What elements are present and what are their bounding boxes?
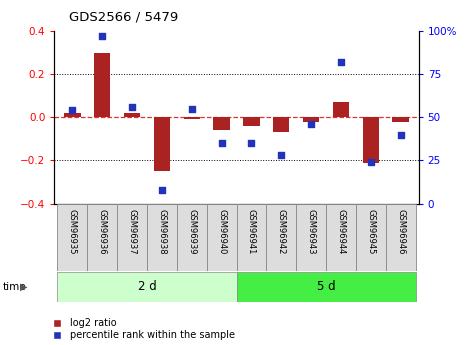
Bar bbox=[147, 204, 177, 271]
Text: time: time bbox=[2, 282, 26, 292]
Text: GSM96941: GSM96941 bbox=[247, 209, 256, 254]
Bar bbox=[363, 117, 379, 162]
Point bbox=[307, 121, 315, 127]
Bar bbox=[213, 117, 230, 130]
Text: GSM96940: GSM96940 bbox=[217, 209, 226, 254]
Point bbox=[218, 140, 225, 146]
Text: GSM96942: GSM96942 bbox=[277, 209, 286, 254]
Point bbox=[98, 33, 106, 39]
Text: GSM96939: GSM96939 bbox=[187, 209, 196, 254]
Text: GDS2566 / 5479: GDS2566 / 5479 bbox=[69, 10, 178, 23]
Text: 5 d: 5 d bbox=[317, 280, 335, 293]
Point bbox=[248, 140, 255, 146]
Text: GSM96946: GSM96946 bbox=[396, 209, 405, 254]
Bar bbox=[273, 117, 289, 132]
Bar bbox=[124, 113, 140, 117]
Point bbox=[69, 108, 76, 113]
Bar bbox=[333, 102, 349, 117]
Bar bbox=[266, 204, 296, 271]
Bar bbox=[184, 117, 200, 119]
Bar bbox=[243, 117, 260, 126]
Bar bbox=[117, 204, 147, 271]
Bar bbox=[64, 113, 80, 117]
Text: GSM96945: GSM96945 bbox=[367, 209, 376, 254]
Bar bbox=[326, 204, 356, 271]
Point bbox=[367, 159, 375, 165]
Text: 2 d: 2 d bbox=[138, 280, 156, 293]
Bar bbox=[177, 204, 207, 271]
Bar bbox=[236, 272, 416, 302]
Bar bbox=[356, 204, 386, 271]
Bar bbox=[207, 204, 236, 271]
Bar bbox=[154, 117, 170, 171]
Bar bbox=[393, 117, 409, 122]
Bar bbox=[87, 204, 117, 271]
Bar bbox=[386, 204, 416, 271]
Legend: log2 ratio, percentile rank within the sample: log2 ratio, percentile rank within the s… bbox=[47, 318, 235, 340]
Bar bbox=[303, 117, 319, 122]
Text: GSM96935: GSM96935 bbox=[68, 209, 77, 254]
Bar bbox=[94, 52, 110, 117]
Point bbox=[128, 104, 136, 110]
Text: ▶: ▶ bbox=[20, 282, 27, 292]
Point bbox=[188, 106, 195, 111]
Bar bbox=[236, 204, 266, 271]
Text: GSM96944: GSM96944 bbox=[336, 209, 345, 254]
Bar bbox=[57, 272, 236, 302]
Bar bbox=[296, 204, 326, 271]
Point bbox=[337, 59, 345, 65]
Point bbox=[278, 152, 285, 158]
Text: GSM96937: GSM96937 bbox=[128, 209, 137, 255]
Point bbox=[158, 187, 166, 193]
Text: GSM96943: GSM96943 bbox=[307, 209, 315, 254]
Bar bbox=[57, 204, 87, 271]
Point bbox=[397, 132, 404, 137]
Text: GSM96938: GSM96938 bbox=[158, 209, 166, 255]
Text: GSM96936: GSM96936 bbox=[97, 209, 106, 255]
